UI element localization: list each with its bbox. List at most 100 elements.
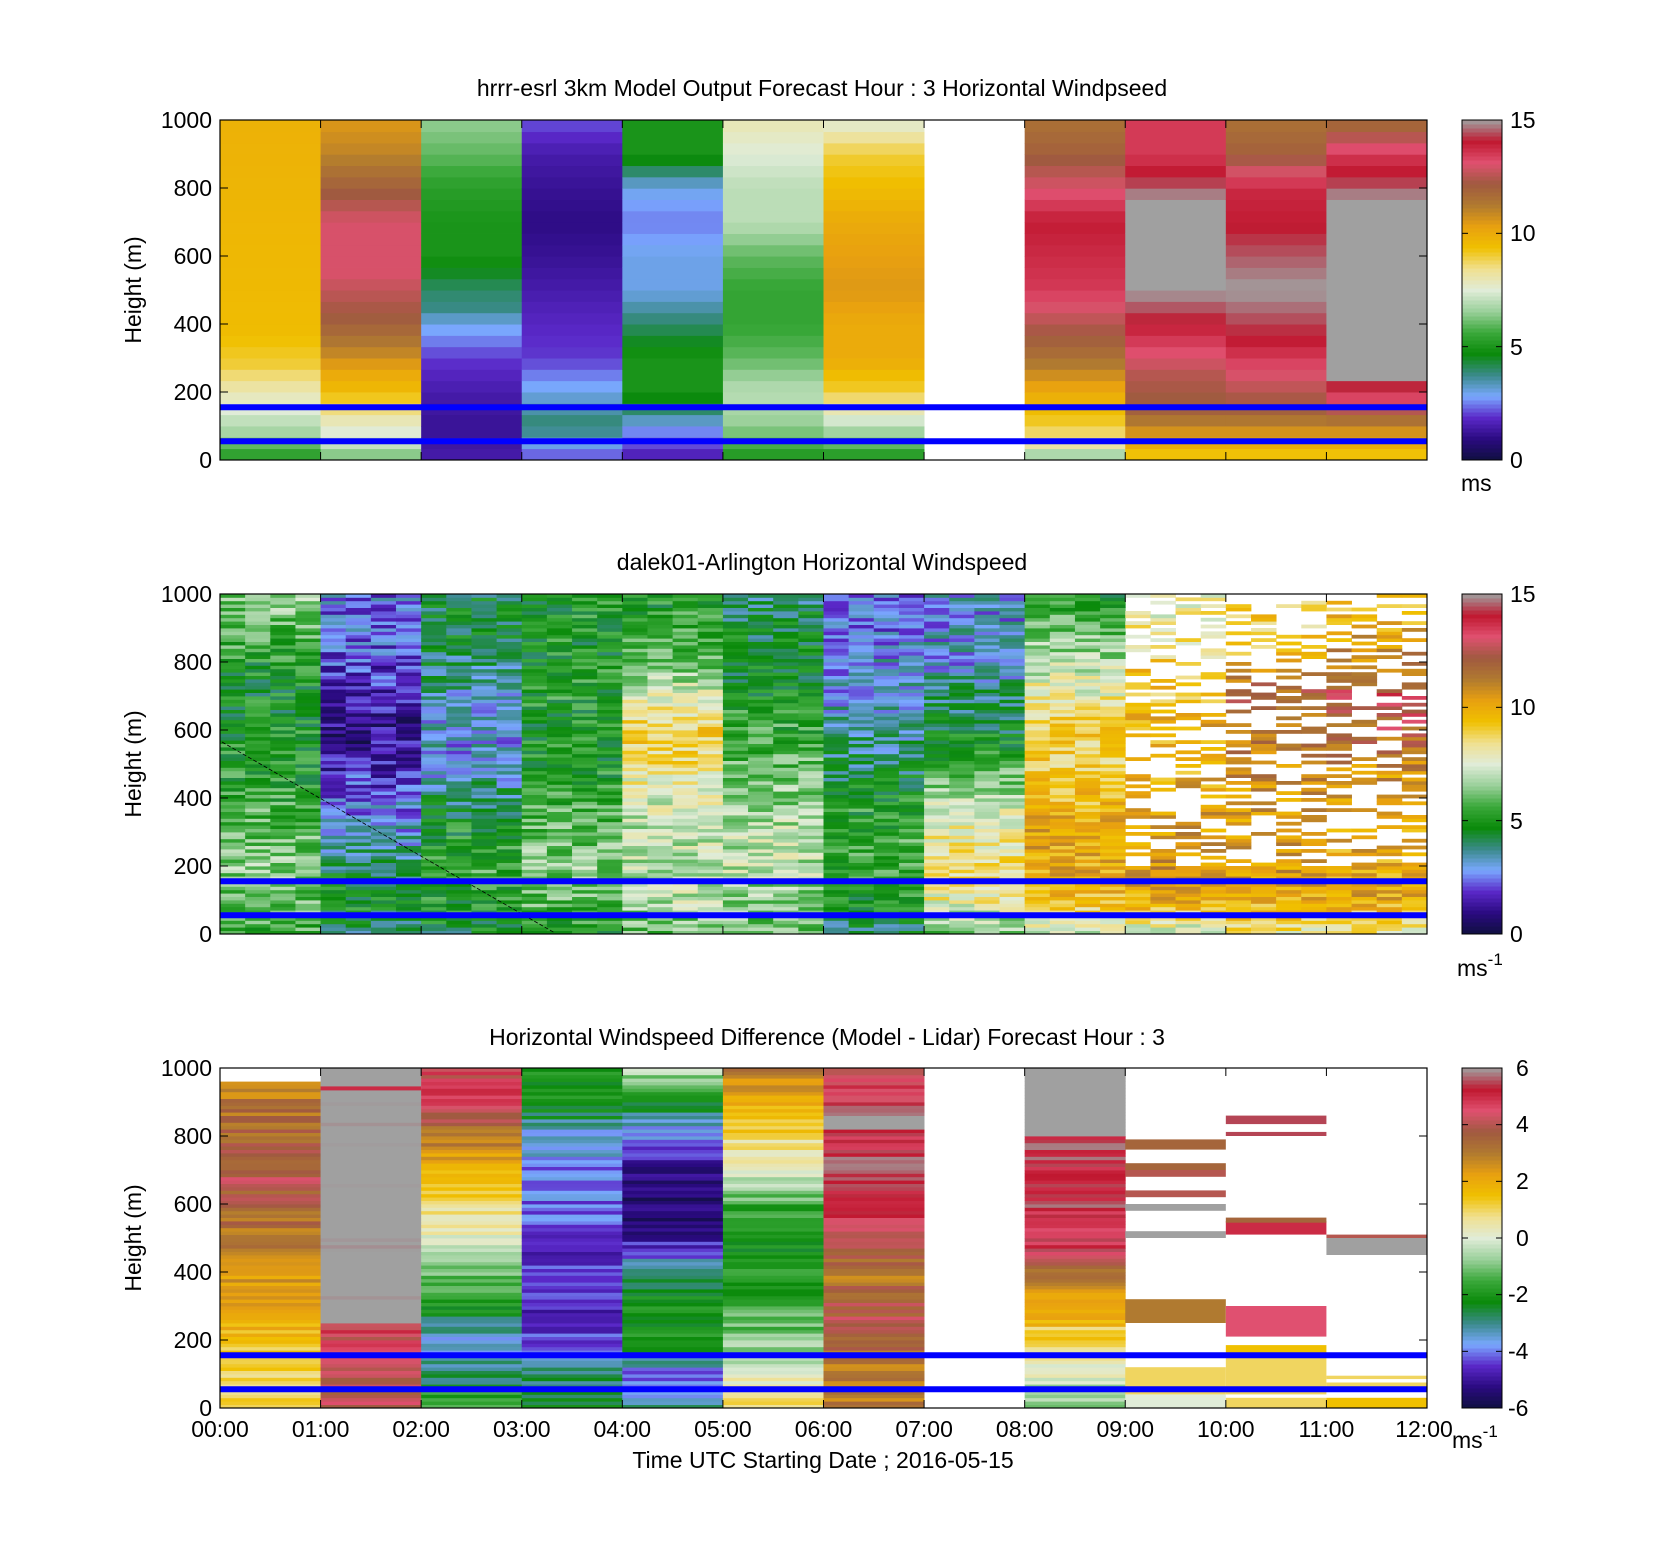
heatmap-cell [220,120,321,133]
heatmap-cell [421,743,447,748]
heatmap-cell [672,696,699,700]
heatmap-cell [471,648,498,653]
heatmap-cell [421,706,447,710]
heatmap-cell [1401,784,1428,789]
heatmap-cell [320,818,347,823]
heatmap-cell [396,757,422,761]
heatmap-cell [1024,781,1051,785]
heatmap-cell [295,855,321,860]
heatmap-cell [345,777,372,782]
heatmap-cell [1125,594,1151,598]
heatmap-cell [370,750,397,755]
heatmap-cell [873,818,900,823]
heatmap-cell [320,278,422,291]
heatmap-cell [496,862,523,867]
heatmap-cell [647,852,674,857]
heatmap-cell [1024,597,1051,602]
heatmap-cell [1024,176,1126,189]
ytick-label: 600 [174,717,212,743]
heatmap-cell [521,685,548,690]
heatmap-cell [370,815,397,819]
heatmap-cell [546,910,573,914]
heatmap-cell [722,312,824,325]
heatmap-cell [848,648,875,653]
heatmap-cell [1225,740,1252,744]
colorbar-swatch [1462,236,1502,241]
heatmap-cell [697,665,724,670]
heatmap-cell [572,645,598,649]
heatmap-cell [270,787,296,792]
colorbar-swatch [1462,918,1502,923]
heatmap-cell [949,889,975,894]
heatmap-cell [1250,747,1277,751]
heatmap-cell [722,648,749,653]
heatmap-cell [320,804,347,809]
heatmap-cell [848,726,875,731]
heatmap-cell [421,709,447,714]
heatmap-cell [1074,743,1101,748]
heatmap-cell [471,736,498,741]
heatmap-cell [748,600,774,605]
heatmap-cell [1225,750,1252,755]
heatmap-cell [1024,815,1051,819]
heatmap-cell [345,828,372,833]
heatmap-cell [1049,900,1076,904]
heatmap-cell [245,791,271,795]
heatmap-cell [496,855,523,860]
heatmap-cell [220,165,321,178]
heatmap-cell [320,842,347,846]
heatmap-cell [622,176,724,189]
heatmap-cell [1100,859,1126,863]
heatmap-cell [245,862,271,867]
heatmap-cell [220,1394,321,1399]
heatmap-cell [773,828,799,833]
heatmap-cell [370,798,397,802]
heatmap-cell [1100,835,1126,840]
cbar-unit-base: ms [1457,955,1488,981]
heatmap-cell [622,736,648,741]
heatmap-cell [748,733,774,738]
heatmap-cell [1326,896,1352,901]
heatmap-cell [1250,760,1277,765]
heatmap-cell [898,641,925,646]
heatmap-cell [546,628,573,632]
heatmap-cell [220,1309,321,1314]
heatmap-cell [270,794,296,799]
heatmap-cell [421,621,447,625]
heatmap-cell [1326,774,1352,778]
heatmap-cell [1401,747,1428,751]
heatmap-cell [345,747,372,751]
heatmap-cell [471,804,498,809]
heatmap-cell [220,1190,321,1195]
heatmap-cell [773,706,799,710]
heatmap-cell [546,604,573,608]
heatmap-cell [898,702,925,707]
heatmap-cell [1024,743,1051,748]
heatmap-cell [1376,811,1403,816]
heatmap-cell [270,611,296,615]
heatmap-cell [949,828,975,833]
heatmap-cell [823,617,850,622]
heatmap-cell [597,604,623,608]
heatmap-cell [245,597,271,602]
heatmap-cell [1301,651,1327,656]
cbar-tick-label: 0 [1510,921,1523,947]
heatmap-cell [622,335,724,348]
heatmap-cell [924,883,950,887]
heatmap-cell [873,903,900,908]
heatmap-cell [572,706,598,710]
heatmap-cell [1225,256,1327,268]
heatmap-cell [873,893,900,897]
heatmap-cell [823,832,850,836]
heatmap-cell [999,787,1026,792]
heatmap-cell [1175,920,1202,925]
heatmap-cell [572,828,598,833]
heatmap-cell [471,903,498,908]
heatmap-cell [220,893,246,897]
heatmap-cell [672,614,699,619]
heatmap-cell [848,679,875,683]
heatmap-cell [1100,682,1126,687]
heatmap-cell [597,832,623,836]
heatmap-cell [471,859,498,863]
heatmap-cell [1301,706,1327,710]
